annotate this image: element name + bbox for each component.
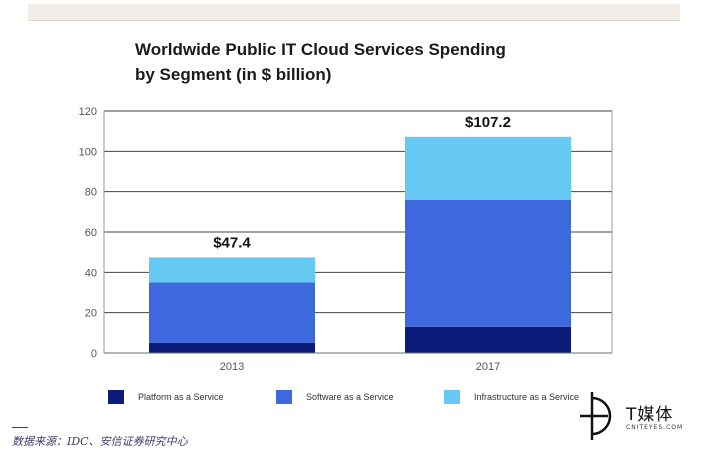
labels: $47.4 $107.2 bbox=[213, 114, 511, 252]
axes: 0 20 40 60 80 100 120 2013 2017 bbox=[79, 106, 613, 373]
legend-label-software: Software as a Service bbox=[306, 392, 394, 402]
y-tick-label: 100 bbox=[79, 146, 97, 158]
bars bbox=[149, 136, 571, 353]
watermark-logo: T媒体 CNITEYES.COM bbox=[578, 392, 718, 442]
bar-segment-software-2017 bbox=[405, 199, 571, 327]
watermark-subtext: CNITEYES.COM bbox=[626, 424, 684, 431]
x-tick-label: 2013 bbox=[220, 361, 244, 373]
legend-label-platform: Platform as a Service bbox=[138, 392, 224, 402]
source-rule bbox=[12, 427, 28, 428]
bar-segment-platform-2013 bbox=[149, 342, 315, 353]
legend-label-infrastructure: Infrastructure as a Service bbox=[474, 392, 579, 402]
chart-title-line-2: by Segment (in $ billion) bbox=[135, 65, 332, 84]
watermark-text: T媒体 bbox=[626, 405, 674, 425]
bar-segment-infrastructure-2017 bbox=[405, 136, 571, 200]
legend: Platform as a Service Software as a Servi… bbox=[108, 390, 579, 404]
source-note: 数据来源：IDC、安信证券研究中心 bbox=[12, 435, 188, 448]
y-tick-label: 120 bbox=[79, 106, 97, 118]
y-tick-label: 20 bbox=[85, 308, 97, 320]
chart-title: Worldwide Public IT Cloud Services Spend… bbox=[135, 37, 655, 87]
bar-segment-software-2013 bbox=[149, 282, 315, 343]
bar-total-label: $107.2 bbox=[465, 114, 511, 131]
legend-swatch-infrastructure bbox=[444, 390, 460, 404]
legend-swatch-software bbox=[276, 390, 292, 404]
chart-title-line-1: Worldwide Public IT Cloud Services Spend… bbox=[135, 40, 506, 59]
bar-segment-infrastructure-2013 bbox=[149, 257, 315, 283]
y-tick-label: 80 bbox=[85, 187, 97, 199]
y-tick-label: 40 bbox=[85, 267, 97, 279]
y-tick-label: 0 bbox=[91, 348, 97, 360]
y-tick-label: 60 bbox=[85, 227, 97, 239]
top-banner-strip bbox=[28, 4, 680, 21]
bar-segment-platform-2017 bbox=[405, 326, 571, 353]
legend-swatch-platform bbox=[108, 390, 124, 404]
bar-total-label: $47.4 bbox=[213, 234, 251, 251]
x-tick-label: 2017 bbox=[476, 361, 500, 373]
watermark-mark-icon bbox=[580, 392, 612, 440]
